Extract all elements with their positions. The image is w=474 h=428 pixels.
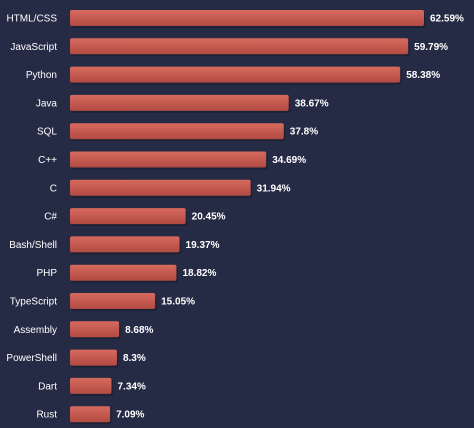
value-label: 18.82% bbox=[182, 268, 216, 279]
bar-bash-shell bbox=[70, 236, 180, 253]
bar-c bbox=[70, 179, 251, 196]
category-label: Python bbox=[26, 70, 57, 81]
category-label: PHP bbox=[36, 268, 57, 279]
category-label: PowerShell bbox=[6, 353, 57, 364]
value-label: 38.67% bbox=[295, 98, 329, 109]
category-label: Java bbox=[36, 98, 58, 109]
bar-c- bbox=[70, 208, 186, 225]
bars-group: HTML/CSS 62.59% JavaScript 59.79% Python 58.3… bbox=[6, 10, 464, 425]
bar-powershell bbox=[70, 349, 117, 366]
bar-java bbox=[70, 94, 289, 111]
category-label: C# bbox=[44, 212, 57, 223]
bar-rust bbox=[70, 406, 111, 423]
bar-dart bbox=[70, 377, 112, 394]
value-label: 37.8% bbox=[290, 127, 318, 138]
value-label: 19.37% bbox=[186, 240, 220, 251]
value-label: 59.79% bbox=[414, 42, 448, 53]
category-label: C++ bbox=[38, 155, 57, 166]
bar-assembly bbox=[70, 321, 120, 338]
category-label: Bash/Shell bbox=[9, 240, 57, 251]
category-label: SQL bbox=[37, 127, 57, 138]
bar-sql bbox=[70, 123, 284, 140]
category-label: Rust bbox=[36, 410, 57, 421]
value-label: 62.59% bbox=[430, 14, 464, 25]
category-label: Assembly bbox=[14, 325, 57, 336]
bar-php bbox=[70, 264, 177, 281]
value-label: 20.45% bbox=[192, 212, 226, 223]
bar-html-css bbox=[70, 10, 424, 26]
value-label: 7.09% bbox=[116, 410, 144, 421]
value-label: 7.34% bbox=[118, 381, 146, 392]
bar-python bbox=[70, 66, 401, 83]
category-label: HTML/CSS bbox=[6, 14, 57, 25]
value-label: 8.3% bbox=[123, 353, 146, 364]
category-label: Dart bbox=[38, 381, 57, 392]
category-label: C bbox=[50, 183, 57, 194]
value-label: 8.68% bbox=[125, 325, 153, 336]
bar-c- bbox=[70, 151, 267, 168]
value-label: 34.69% bbox=[272, 155, 306, 166]
value-label: 58.38% bbox=[406, 70, 440, 81]
value-label: 15.05% bbox=[161, 297, 195, 308]
category-label: TypeScript bbox=[10, 297, 57, 308]
category-label: JavaScript bbox=[10, 42, 57, 53]
bar-typescript bbox=[70, 293, 156, 309]
value-label: 31.94% bbox=[257, 183, 291, 194]
bar-javascript bbox=[70, 38, 409, 55]
